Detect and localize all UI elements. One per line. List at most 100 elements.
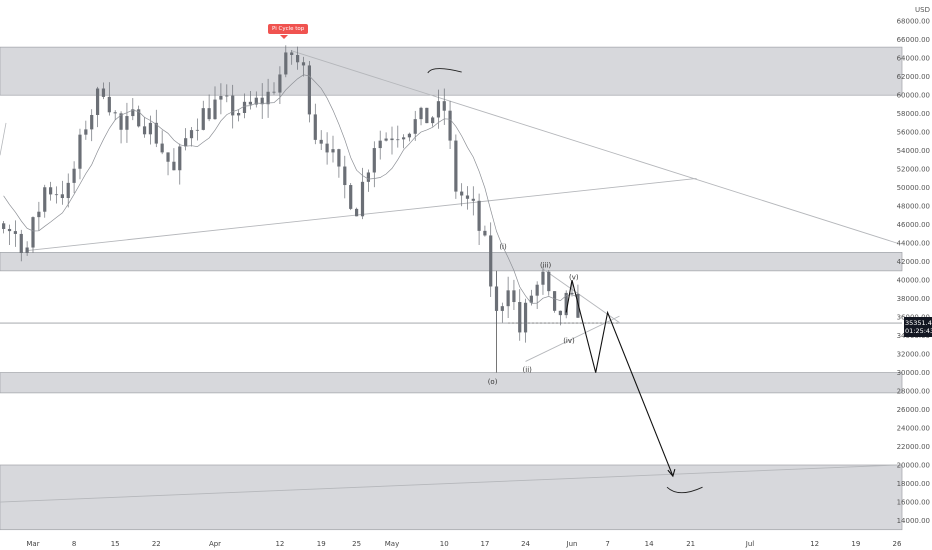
wave-label-2: (ii) (523, 366, 533, 374)
candle (49, 187, 53, 195)
candle (319, 139, 323, 144)
candle (523, 302, 528, 333)
candle (154, 122, 158, 144)
y-tick-24: 22000.00 (897, 443, 930, 451)
candle (477, 200, 481, 231)
candle (13, 231, 17, 234)
y-tick-12: 46000.00 (897, 221, 930, 229)
candle (78, 134, 82, 169)
x-tick-17: 12 (810, 540, 819, 548)
y-tick-28: 14000.00 (897, 517, 930, 525)
candle (512, 290, 516, 303)
candle (500, 306, 504, 311)
candle (72, 168, 76, 183)
candle (260, 97, 264, 105)
candle (460, 191, 464, 196)
candle (378, 140, 382, 149)
descending-trendline (291, 50, 898, 244)
y-tick-26: 18000.00 (897, 480, 930, 488)
candle (43, 187, 47, 212)
x-tick-5: 12 (275, 540, 284, 548)
projection-path (565, 279, 674, 477)
candle (547, 271, 551, 292)
candle (290, 52, 294, 55)
candle (225, 95, 229, 97)
candle (343, 166, 347, 186)
candle (201, 108, 205, 130)
moving-average-line (3, 74, 579, 304)
x-tick-14: 14 (645, 540, 654, 548)
candle (107, 96, 111, 113)
candle (248, 101, 252, 105)
candle (84, 129, 88, 135)
x-tick-9: 10 (440, 540, 449, 548)
x-tick-4: Apr (209, 540, 221, 548)
candle (465, 195, 470, 199)
candle (148, 122, 153, 135)
candle (101, 88, 106, 97)
candle (119, 113, 123, 130)
zone-2 (0, 252, 903, 272)
wave-label-4: (iv) (563, 337, 575, 345)
candle (184, 138, 188, 147)
x-tick-19: 26 (893, 540, 902, 548)
x-tick-3: 22 (152, 540, 161, 548)
y-tick-25: 20000.00 (897, 462, 930, 470)
x-tick-0: Mar (26, 540, 39, 548)
candle (189, 130, 194, 139)
candle (54, 194, 59, 196)
candle (254, 97, 258, 105)
candle (19, 233, 23, 254)
candle (355, 208, 359, 217)
y-tick-27: 16000.00 (897, 498, 930, 506)
candle (436, 101, 441, 118)
bottom-arc (666, 486, 703, 494)
candle (360, 181, 365, 217)
candle (90, 114, 94, 130)
x-tick-6: 19 (317, 540, 326, 548)
usd-label: USD (915, 6, 930, 14)
y-tick-14: 42000.00 (897, 258, 930, 266)
x-tick-10: 17 (480, 540, 489, 548)
candle (402, 137, 406, 140)
candle (31, 217, 35, 248)
y-tick-22: 26000.00 (897, 406, 930, 414)
y-tick-5: 60000.00 (897, 92, 930, 100)
candle (2, 223, 6, 229)
candle (142, 126, 147, 135)
candle (137, 109, 141, 127)
last-price-badge[interactable]: 35351.48 01:25:43 (904, 317, 932, 337)
y-tick-11: 48000.00 (897, 203, 930, 211)
y-tick-3: 64000.00 (897, 55, 930, 63)
candle (195, 129, 199, 131)
y-tick-20: 30000.00 (897, 369, 930, 377)
candle (242, 101, 247, 113)
candle (564, 292, 568, 316)
candle (266, 91, 270, 105)
wave-label-5: (v) (569, 273, 579, 281)
y-tick-2: 66000.00 (897, 36, 930, 44)
candle (307, 65, 311, 115)
y-tick-6: 58000.00 (897, 110, 930, 118)
wave-label-3: (iii) (540, 261, 552, 269)
candle (313, 114, 317, 140)
y-tick-15: 40000.00 (897, 277, 930, 285)
y-tick-1: 68000.00 (897, 18, 930, 26)
candle (552, 291, 557, 311)
candle (349, 185, 353, 209)
y-tick-16: 38000.00 (897, 295, 930, 303)
candle (131, 109, 135, 117)
peak-badge-arrow (280, 35, 288, 39)
candle (219, 96, 223, 100)
x-tick-11: 24 (521, 540, 530, 548)
countdown-timer: 01:25:43 (905, 327, 932, 335)
wave-label-6: (o) (488, 378, 498, 386)
x-tick-1: 8 (72, 540, 76, 548)
zone-4 (0, 464, 903, 531)
candle (390, 138, 394, 141)
wave-label-1: (i) (499, 243, 507, 251)
candle (413, 119, 417, 134)
candle (331, 149, 335, 153)
